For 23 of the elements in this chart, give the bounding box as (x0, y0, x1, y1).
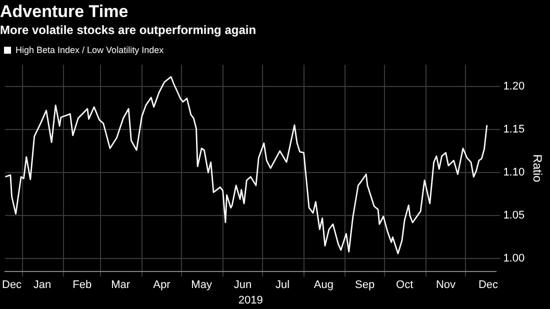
x-tick-label: Mar (111, 279, 130, 292)
y-tick-label: 1.10 (503, 166, 525, 179)
x-tick-label: Dec (2, 279, 22, 292)
y-tick-label: 1.00 (503, 252, 525, 265)
x-tick-label: Jun (234, 279, 252, 292)
x-axis-title: 2019 (238, 294, 263, 306)
x-tick-label: Apr (153, 279, 171, 292)
x-tick-label: Sep (355, 279, 375, 292)
legend-label: High Beta Index / Low Volatility Index (16, 44, 164, 55)
y-tick-label: 1.20 (503, 80, 525, 92)
x-tick-label: Jul (275, 279, 290, 292)
chart-title: Adventure Time (0, 2, 128, 21)
y-tick-label: 1.15 (503, 123, 525, 136)
x-tick-label: Jan (33, 279, 52, 292)
x-tick-label: Oct (396, 279, 414, 292)
x-tick-label: Feb (72, 279, 92, 292)
x-tick-label: Nov (436, 279, 456, 292)
chart-subtitle: More volatile stocks are outperforming again (0, 22, 256, 37)
x-tick-label: Aug (314, 279, 334, 292)
y-tick-label: 1.05 (503, 210, 525, 222)
y-axis-title: Ratio (530, 154, 544, 183)
x-tick-label: Dec (478, 279, 499, 292)
x-tick-label: May (191, 279, 212, 292)
